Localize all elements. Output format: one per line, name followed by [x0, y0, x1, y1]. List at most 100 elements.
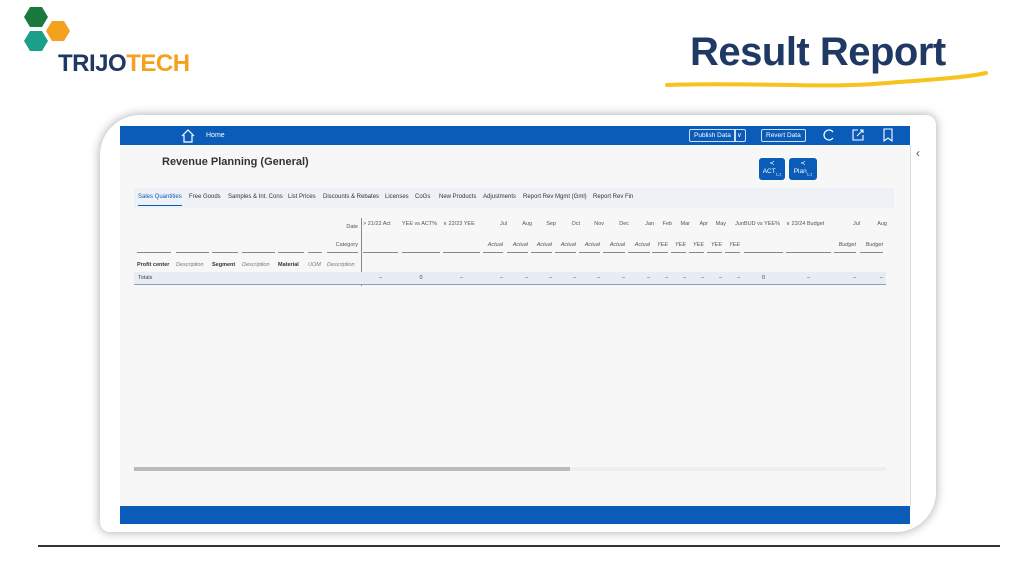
totals-cell: 0 [761, 275, 766, 281]
column-header-date: Feb [662, 221, 672, 227]
column-header-date: Jan [645, 221, 654, 227]
totals-cell: – [621, 275, 625, 281]
share-act-sub: 1,1 [775, 171, 782, 177]
column-underline [671, 252, 686, 253]
column-header-category: Actual [584, 242, 600, 248]
column-header-category: YEE [710, 242, 722, 248]
totals-cell: – [378, 275, 383, 281]
collapse-chevron-left-icon[interactable]: ‹ [916, 146, 920, 160]
footer-rule [38, 545, 1000, 547]
column-header-category: Budget [838, 242, 856, 248]
dimension-underline [327, 252, 358, 253]
share-act-button[interactable]: ≺ ACT1,1 [759, 158, 785, 180]
logo-part1: TRIJO [58, 50, 127, 77]
totals-cell: – [806, 275, 811, 281]
column-header-category: Actual [536, 242, 552, 248]
slide-title: Result Report [690, 30, 946, 74]
column-underline [402, 252, 440, 253]
column-underline [507, 252, 528, 253]
column-header-category: Actual [609, 242, 625, 248]
publish-data-button[interactable]: Publish Data [689, 129, 736, 142]
share-icon: ≺ [800, 160, 806, 167]
totals-cell: – [718, 275, 722, 281]
dimension-underline [308, 252, 322, 253]
totals-cell: – [596, 275, 600, 281]
tab-cogs[interactable]: CoGs [415, 194, 431, 200]
totals-cell: – [736, 275, 740, 281]
column-header-date: Sep [546, 221, 556, 227]
totals-cell: – [459, 275, 464, 281]
column-header-category: Actual [560, 242, 576, 248]
totals-cell: – [700, 275, 704, 281]
revert-data-button[interactable]: Revert Data [761, 129, 806, 142]
bookmark-icon[interactable] [882, 128, 894, 142]
publish-dropdown-chevron-down-icon[interactable]: ∨ [734, 129, 746, 142]
logo-text: TRIJOTECH [58, 50, 190, 78]
totals-label: Totals [138, 275, 153, 281]
column-underline [725, 252, 740, 253]
dimension-header-uom: UOM [308, 262, 321, 268]
column-underline [628, 252, 650, 253]
column-header-date: ∨ 22/23 YEE [443, 221, 475, 227]
column-header-category: YEE [692, 242, 704, 248]
totals-cell: – [572, 275, 576, 281]
category-label: Category [335, 242, 358, 248]
share-plan-button[interactable]: ≺ Plan1,1 [789, 158, 817, 180]
tab-new-products[interactable]: New Products [439, 194, 477, 200]
share-out-icon[interactable] [851, 128, 865, 142]
tab-report-rev-mgmt-gml-[interactable]: Report Rev Mgmt (Gml) [523, 194, 587, 200]
top-bar: Home Publish Data ∨ Revert Data [120, 126, 910, 145]
scrollbar-thumb[interactable] [134, 467, 571, 471]
totals-cell: – [499, 275, 503, 281]
dimension-header-segment: Segment [212, 262, 236, 268]
column-header-date: Aug [522, 221, 532, 227]
tab-sales-quantities[interactable]: Sales Quantities [138, 194, 182, 206]
tab-adjustments[interactable]: Adjustments [483, 194, 517, 200]
column-underline [786, 252, 831, 253]
totals-cell: – [524, 275, 528, 281]
dimension-underline [137, 252, 171, 253]
dimension-header-description: Description [327, 262, 355, 268]
dimension-underline [176, 252, 209, 253]
column-header-category: Actual [634, 242, 650, 248]
refresh-icon[interactable] [822, 128, 836, 142]
column-header-date: Mar [680, 221, 690, 227]
tab-report-rev-fin[interactable]: Report Rev Fin [593, 194, 634, 200]
home-link[interactable]: Home [206, 132, 225, 139]
share-plan-label: Plan [793, 168, 807, 175]
dimension-header-description: Description [242, 262, 270, 268]
column-header-date: BUD vs YEE% [744, 221, 780, 227]
tab-list-prices[interactable]: List Prices [288, 194, 316, 200]
totals-cell: – [664, 275, 668, 281]
column-underline [707, 252, 722, 253]
column-divider [361, 218, 362, 286]
column-header-date: Dec [619, 221, 629, 227]
column-header-category: YEE [674, 242, 686, 248]
dimension-underline [212, 252, 238, 253]
home-icon[interactable] [180, 128, 196, 143]
column-header-date: > 21/22 Act [363, 221, 391, 227]
dimension-underline [278, 252, 304, 253]
totals-cell: – [852, 275, 856, 281]
column-underline [689, 252, 704, 253]
column-header-date: Jul [852, 221, 860, 227]
date-label: Date [346, 224, 358, 230]
column-header-date: Apr [699, 221, 708, 227]
tab-free-goods[interactable]: Free Goods [189, 194, 221, 200]
column-underline [531, 252, 552, 253]
column-header-category: YEE [728, 242, 740, 248]
column-underline [860, 252, 883, 253]
tab-discounts-rebates[interactable]: Discounts & Rebates [323, 194, 380, 200]
totals-cell: – [646, 275, 650, 281]
page-title: Revenue Planning (General) [162, 156, 309, 168]
column-underline [483, 252, 503, 253]
horizontal-scrollbar[interactable] [134, 467, 886, 471]
column-header-date: May [715, 221, 726, 227]
tab-licenses[interactable]: Licenses [385, 194, 409, 200]
totals-cell: – [879, 275, 883, 281]
totals-row: Totals – 0 – – – – – – – – – – – – – 0 – – – [134, 272, 886, 285]
share-act-label: ACT [762, 168, 776, 175]
tab-samples-int-cons[interactable]: Samples & Int. Cons [228, 194, 283, 200]
title-underline [665, 71, 988, 88]
dimension-header-profit-center: Profit center [137, 262, 170, 268]
